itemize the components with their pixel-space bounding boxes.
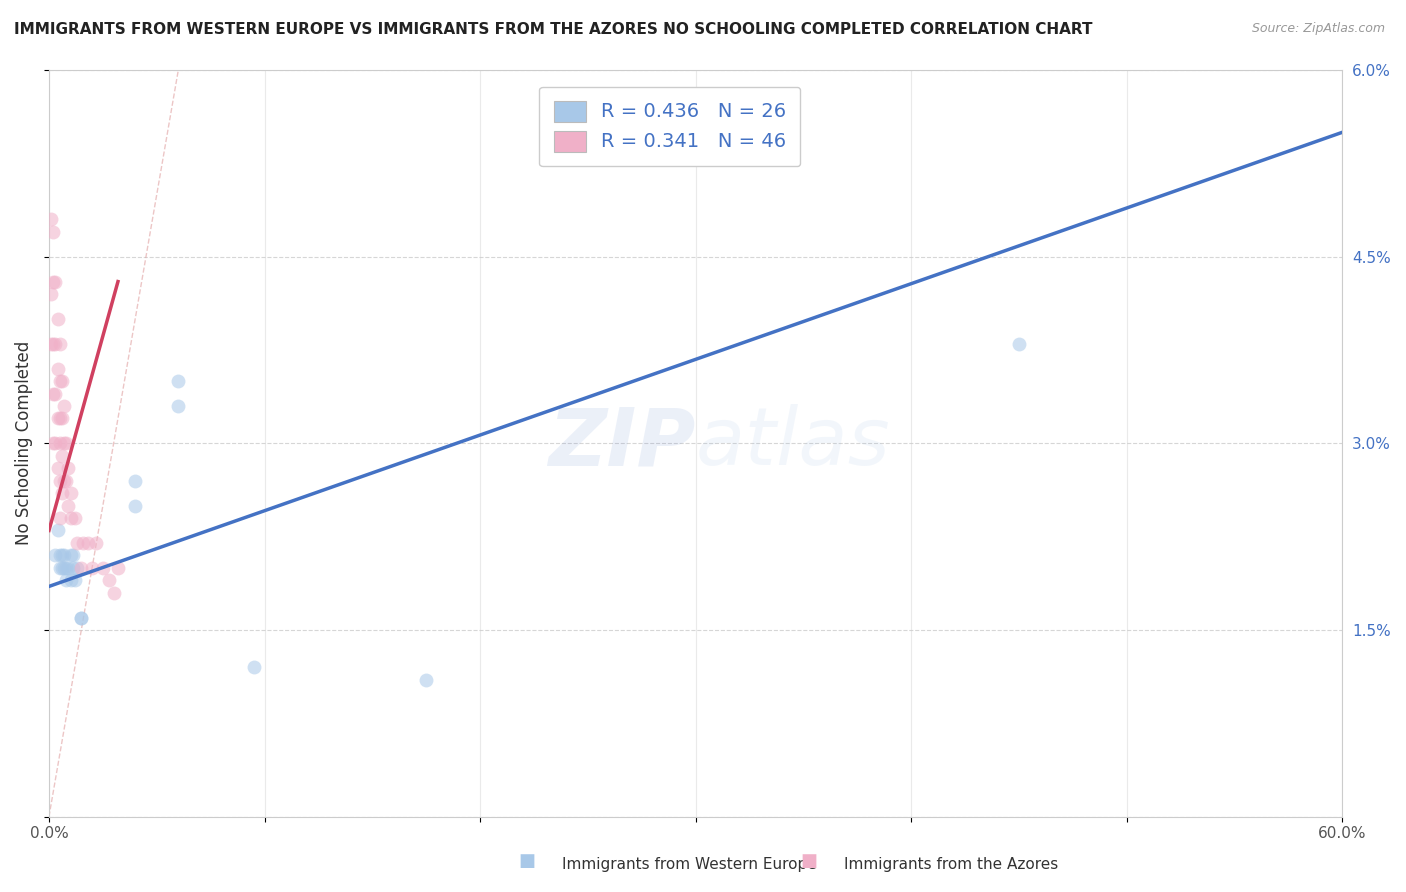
- Point: [107, 560, 129, 574]
- Point: [42, 225, 65, 239]
- Point: [42, 336, 65, 351]
- Text: ■: ■: [519, 852, 536, 870]
- Point: [44, 436, 66, 450]
- Point: [51, 374, 73, 388]
- Point: [46, 461, 69, 475]
- Point: [51, 486, 73, 500]
- Point: [48, 560, 70, 574]
- Point: [59, 511, 82, 525]
- Point: [44, 386, 66, 401]
- Point: [53, 436, 76, 450]
- Point: [44, 336, 66, 351]
- Point: [51, 411, 73, 425]
- Point: [55, 436, 77, 450]
- Point: [51, 549, 73, 563]
- Point: [48, 336, 70, 351]
- Point: [51, 560, 73, 574]
- Point: [55, 474, 77, 488]
- Point: [48, 549, 70, 563]
- Point: [39, 287, 62, 301]
- Point: [86, 536, 108, 550]
- Legend: R = 0.436   N = 26, R = 0.341   N = 46: R = 0.436 N = 26, R = 0.341 N = 46: [540, 87, 800, 166]
- Y-axis label: No Schooling Completed: No Schooling Completed: [15, 342, 32, 545]
- Point: [59, 486, 82, 500]
- Point: [62, 549, 84, 563]
- Point: [62, 560, 84, 574]
- Point: [98, 573, 121, 587]
- Point: [53, 399, 76, 413]
- Point: [1008, 336, 1031, 351]
- Point: [103, 585, 125, 599]
- Point: [42, 436, 65, 450]
- Point: [124, 499, 146, 513]
- Point: [42, 275, 65, 289]
- Point: [46, 361, 69, 376]
- Point: [46, 524, 69, 538]
- Point: [242, 660, 264, 674]
- Point: [167, 399, 190, 413]
- Text: ■: ■: [800, 852, 817, 870]
- Point: [124, 474, 146, 488]
- Point: [44, 549, 66, 563]
- Text: Immigrants from Western Europe: Immigrants from Western Europe: [562, 857, 817, 872]
- Point: [167, 374, 190, 388]
- Point: [46, 312, 69, 326]
- Point: [80, 560, 103, 574]
- Point: [53, 474, 76, 488]
- Point: [72, 536, 94, 550]
- Text: atlas: atlas: [696, 404, 890, 483]
- Point: [59, 549, 82, 563]
- Point: [58, 461, 80, 475]
- Point: [48, 474, 70, 488]
- Point: [39, 212, 62, 227]
- Point: [63, 573, 86, 587]
- Point: [53, 560, 76, 574]
- Text: IMMIGRANTS FROM WESTERN EUROPE VS IMMIGRANTS FROM THE AZORES NO SCHOOLING COMPLE: IMMIGRANTS FROM WESTERN EUROPE VS IMMIGR…: [14, 22, 1092, 37]
- Point: [55, 573, 77, 587]
- Point: [55, 560, 77, 574]
- Point: [53, 549, 76, 563]
- Point: [51, 449, 73, 463]
- Point: [48, 436, 70, 450]
- Point: [70, 560, 93, 574]
- Point: [66, 560, 89, 574]
- Point: [59, 573, 82, 587]
- Point: [39, 336, 62, 351]
- Point: [48, 374, 70, 388]
- Point: [46, 411, 69, 425]
- Point: [70, 610, 93, 624]
- Point: [66, 536, 89, 550]
- Point: [58, 560, 80, 574]
- Point: [63, 511, 86, 525]
- Point: [70, 610, 93, 624]
- Point: [44, 275, 66, 289]
- Text: Source: ZipAtlas.com: Source: ZipAtlas.com: [1251, 22, 1385, 36]
- Point: [415, 673, 437, 687]
- Point: [76, 536, 98, 550]
- Point: [58, 499, 80, 513]
- Text: ZIP: ZIP: [548, 404, 696, 483]
- Point: [48, 411, 70, 425]
- Point: [91, 560, 114, 574]
- Point: [42, 386, 65, 401]
- Point: [48, 511, 70, 525]
- Text: Immigrants from the Azores: Immigrants from the Azores: [844, 857, 1057, 872]
